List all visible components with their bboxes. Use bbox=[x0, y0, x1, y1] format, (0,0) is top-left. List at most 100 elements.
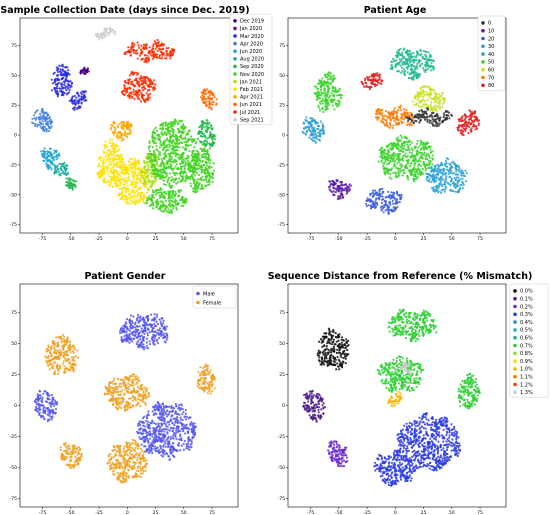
scatter-point bbox=[43, 125, 47, 129]
scatter-point bbox=[336, 99, 339, 102]
scatter-point bbox=[42, 129, 45, 132]
scatter-point bbox=[107, 34, 110, 37]
scatter-point bbox=[172, 167, 175, 170]
legend-marker bbox=[481, 28, 485, 33]
scatter-point bbox=[303, 122, 306, 125]
scatter-point bbox=[165, 174, 168, 177]
scatter-point bbox=[135, 49, 138, 52]
scatter-point bbox=[205, 88, 209, 91]
scatter-point bbox=[415, 50, 418, 53]
scatter-point bbox=[151, 48, 154, 51]
chart-title: Patient Gender bbox=[85, 271, 166, 282]
scatter-point bbox=[440, 191, 443, 194]
scatter-point bbox=[400, 71, 403, 74]
scatter-point bbox=[396, 141, 399, 144]
scatter-point bbox=[198, 173, 201, 177]
scatter-point bbox=[463, 124, 466, 127]
scatter-point bbox=[395, 157, 398, 161]
legend-label: Mar 2020 bbox=[240, 34, 264, 40]
scatter-point bbox=[167, 128, 170, 131]
scatter-point bbox=[375, 202, 378, 205]
scatter-point bbox=[116, 144, 119, 148]
scatter-point bbox=[149, 85, 153, 88]
scatter-point bbox=[464, 115, 468, 118]
scatter-point bbox=[121, 194, 124, 197]
scatter-point bbox=[207, 96, 210, 99]
scatter-point bbox=[155, 160, 158, 163]
scatter-point bbox=[411, 68, 414, 71]
scatter-point bbox=[46, 160, 49, 163]
scatter-point bbox=[128, 194, 131, 197]
scatter-point bbox=[153, 166, 156, 169]
scatter-point bbox=[384, 160, 387, 163]
scatter-point bbox=[438, 183, 441, 186]
scatter-point bbox=[405, 108, 408, 112]
scatter-point bbox=[430, 101, 433, 104]
scatter-point bbox=[152, 44, 155, 48]
scatter-point bbox=[171, 207, 175, 210]
scatter-point bbox=[138, 46, 141, 50]
scatter-point bbox=[115, 154, 118, 158]
scatter-point bbox=[138, 98, 141, 101]
scatter-point bbox=[198, 126, 201, 129]
scatter-point bbox=[115, 150, 118, 153]
scatter-point bbox=[48, 150, 51, 153]
legend-marker bbox=[481, 75, 485, 80]
scatter-point bbox=[114, 126, 117, 129]
scatter-point bbox=[65, 173, 68, 176]
scatter-point bbox=[408, 143, 412, 146]
scatter-point bbox=[183, 168, 186, 171]
scatter-point bbox=[389, 156, 392, 159]
scatter-point bbox=[385, 118, 388, 121]
scatter-point bbox=[441, 92, 444, 95]
scatter-point bbox=[200, 154, 204, 157]
scatter-point bbox=[162, 176, 166, 179]
scatter-point bbox=[119, 183, 122, 186]
scatter-point bbox=[413, 115, 416, 118]
scatter-point bbox=[103, 143, 106, 146]
scatter-point bbox=[333, 77, 336, 80]
scatter-point bbox=[438, 177, 441, 180]
scatter-point bbox=[475, 116, 478, 119]
scatter-point bbox=[210, 124, 213, 127]
scatter-point bbox=[160, 177, 163, 180]
scatter-point bbox=[173, 180, 176, 183]
scatter-point bbox=[64, 86, 67, 90]
scatter-point bbox=[402, 150, 405, 153]
scatter-point bbox=[407, 63, 410, 66]
scatter-point bbox=[133, 191, 136, 194]
scatter-point bbox=[378, 78, 381, 81]
scatter-point bbox=[50, 153, 54, 157]
scatter-point bbox=[393, 107, 396, 110]
scatter-point bbox=[124, 134, 128, 137]
scatter-point bbox=[383, 204, 386, 207]
scatter-point bbox=[129, 132, 132, 135]
scatter-point bbox=[418, 158, 421, 161]
scatter-point bbox=[209, 131, 212, 134]
scatter-point bbox=[56, 154, 59, 157]
scatter-point bbox=[126, 50, 129, 53]
scatter-point bbox=[164, 57, 168, 60]
scatter-point bbox=[438, 122, 441, 125]
scatter-point bbox=[126, 87, 129, 90]
scatter-point bbox=[46, 156, 49, 159]
scatter-point bbox=[196, 137, 199, 140]
scatter-point bbox=[319, 79, 322, 82]
scatter-point bbox=[423, 118, 427, 121]
scatter-point bbox=[57, 170, 61, 173]
scatter-point bbox=[444, 172, 448, 175]
scatter-point bbox=[67, 179, 70, 182]
scatter-point bbox=[176, 153, 179, 156]
scatter-point bbox=[146, 173, 149, 177]
x-tick-label: 25 bbox=[421, 236, 427, 242]
scatter-point bbox=[387, 111, 390, 114]
scatter-point bbox=[205, 124, 208, 128]
scatter-point bbox=[204, 143, 207, 146]
scatter-point bbox=[470, 127, 473, 130]
scatter-point bbox=[419, 59, 422, 62]
scatter-point bbox=[198, 140, 201, 143]
scatter-point bbox=[162, 196, 165, 199]
scatter-point bbox=[153, 40, 156, 43]
scatter-point bbox=[390, 145, 394, 148]
scatter-point bbox=[165, 50, 168, 53]
